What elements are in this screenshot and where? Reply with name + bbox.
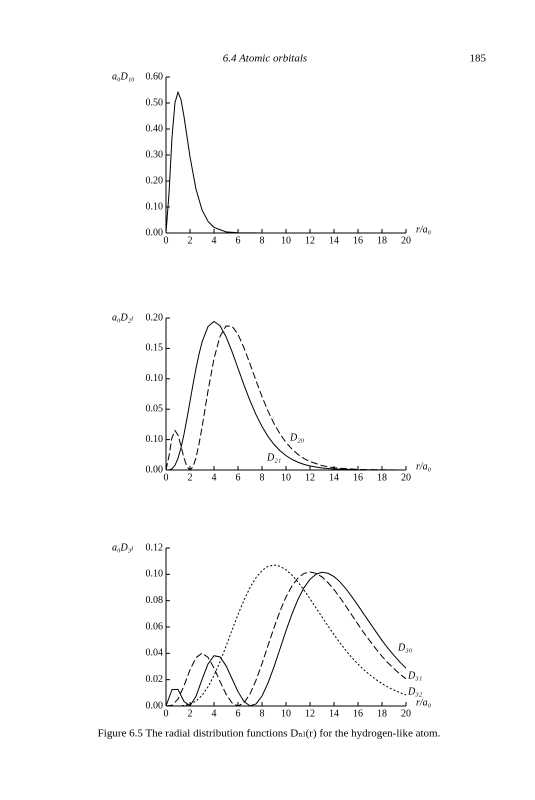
y-tick-label: 0.02	[146, 674, 164, 685]
x-tick-label: 16	[353, 235, 363, 246]
x-tick-label: 10	[281, 708, 291, 719]
x-tick-label: 12	[305, 472, 315, 483]
curve-label: D₃₀	[397, 642, 413, 653]
y-tick-label: 0.20	[146, 312, 164, 323]
curve	[165, 571, 407, 707]
curve-label: D₃₂	[407, 686, 423, 697]
y-tick-label: 0.06	[146, 621, 164, 632]
y-tick-label: 0.50	[146, 97, 164, 108]
running-head: 6.4 Atomic orbitals	[223, 53, 307, 65]
x-tick-label: 18	[377, 708, 387, 719]
y-tick-label: 0.15	[146, 343, 164, 354]
y-tick-label: 0.04	[146, 648, 164, 659]
y-tick-label: 0.00	[146, 700, 164, 711]
x-axis-label: r/a₀	[416, 224, 432, 235]
y-axis-label: a₀D₃ₗ	[112, 542, 134, 553]
x-tick-label: 2	[188, 472, 193, 483]
y-tick-label: 0.05	[146, 403, 164, 414]
x-tick-label: 2	[188, 235, 193, 246]
y-tick-label: 0.60	[146, 71, 164, 82]
y-tick-label: 0.12	[146, 542, 164, 553]
curve-label: D₃₁	[407, 670, 422, 681]
y-axis-label: a₀D₂ₗ	[112, 312, 134, 323]
x-tick-label: 18	[377, 472, 387, 483]
x-tick-label: 4	[212, 472, 217, 483]
y-tick-label: 0.30	[146, 149, 164, 160]
y-tick-label: 0.10	[146, 569, 164, 580]
x-tick-label: 14	[329, 472, 339, 483]
x-tick-label: 20	[401, 708, 411, 719]
x-axis-label: r/a₀	[416, 461, 432, 472]
y-tick-label: 0.00	[146, 227, 164, 238]
curve	[165, 571, 407, 707]
page-number: 185	[470, 53, 487, 65]
y-tick-label: 0.40	[146, 123, 164, 134]
x-tick-label: 8	[260, 472, 265, 483]
x-tick-label: 2	[188, 708, 193, 719]
curve-label: D₂₁	[266, 452, 281, 463]
x-tick-label: 4	[212, 235, 217, 246]
x-tick-label: 14	[329, 235, 339, 246]
x-tick-label: 4	[212, 708, 217, 719]
x-tick-label: 6	[236, 235, 241, 246]
curve	[165, 325, 407, 471]
y-tick-label: 0.08	[146, 595, 164, 606]
x-tick-label: 8	[260, 708, 265, 719]
x-tick-label: 0	[164, 708, 169, 719]
curve	[165, 90, 406, 234]
x-tick-label: 14	[329, 708, 339, 719]
x-tick-label: 6	[236, 472, 241, 483]
x-tick-label: 16	[353, 472, 363, 483]
x-tick-label: 20	[401, 472, 411, 483]
y-tick-label: 0.10	[146, 201, 164, 212]
y-axis-label: a₀D₁₀	[112, 71, 135, 82]
y-tick-label: 0.10	[146, 373, 164, 384]
x-tick-label: 12	[305, 708, 315, 719]
x-tick-label: 18	[377, 235, 387, 246]
y-tick-label: 0.10	[146, 434, 164, 445]
x-tick-label: 20	[401, 235, 411, 246]
x-tick-label: 16	[353, 708, 363, 719]
x-tick-label: 0	[164, 235, 169, 246]
curve	[166, 564, 407, 707]
x-tick-label: 0	[164, 472, 169, 483]
x-tick-label: 8	[260, 235, 265, 246]
y-tick-label: 0.00	[146, 464, 164, 475]
x-tick-label: 10	[281, 235, 291, 246]
x-axis-label: r/a₀	[416, 697, 432, 708]
curve	[165, 320, 407, 471]
figure-caption: Figure 6.5 The radial distribution funct…	[98, 728, 441, 740]
y-tick-label: 0.20	[146, 175, 164, 186]
x-tick-label: 12	[305, 235, 315, 246]
curve-label: D₂₀	[289, 432, 305, 443]
x-tick-label: 10	[281, 472, 291, 483]
x-tick-label: 6	[236, 708, 241, 719]
